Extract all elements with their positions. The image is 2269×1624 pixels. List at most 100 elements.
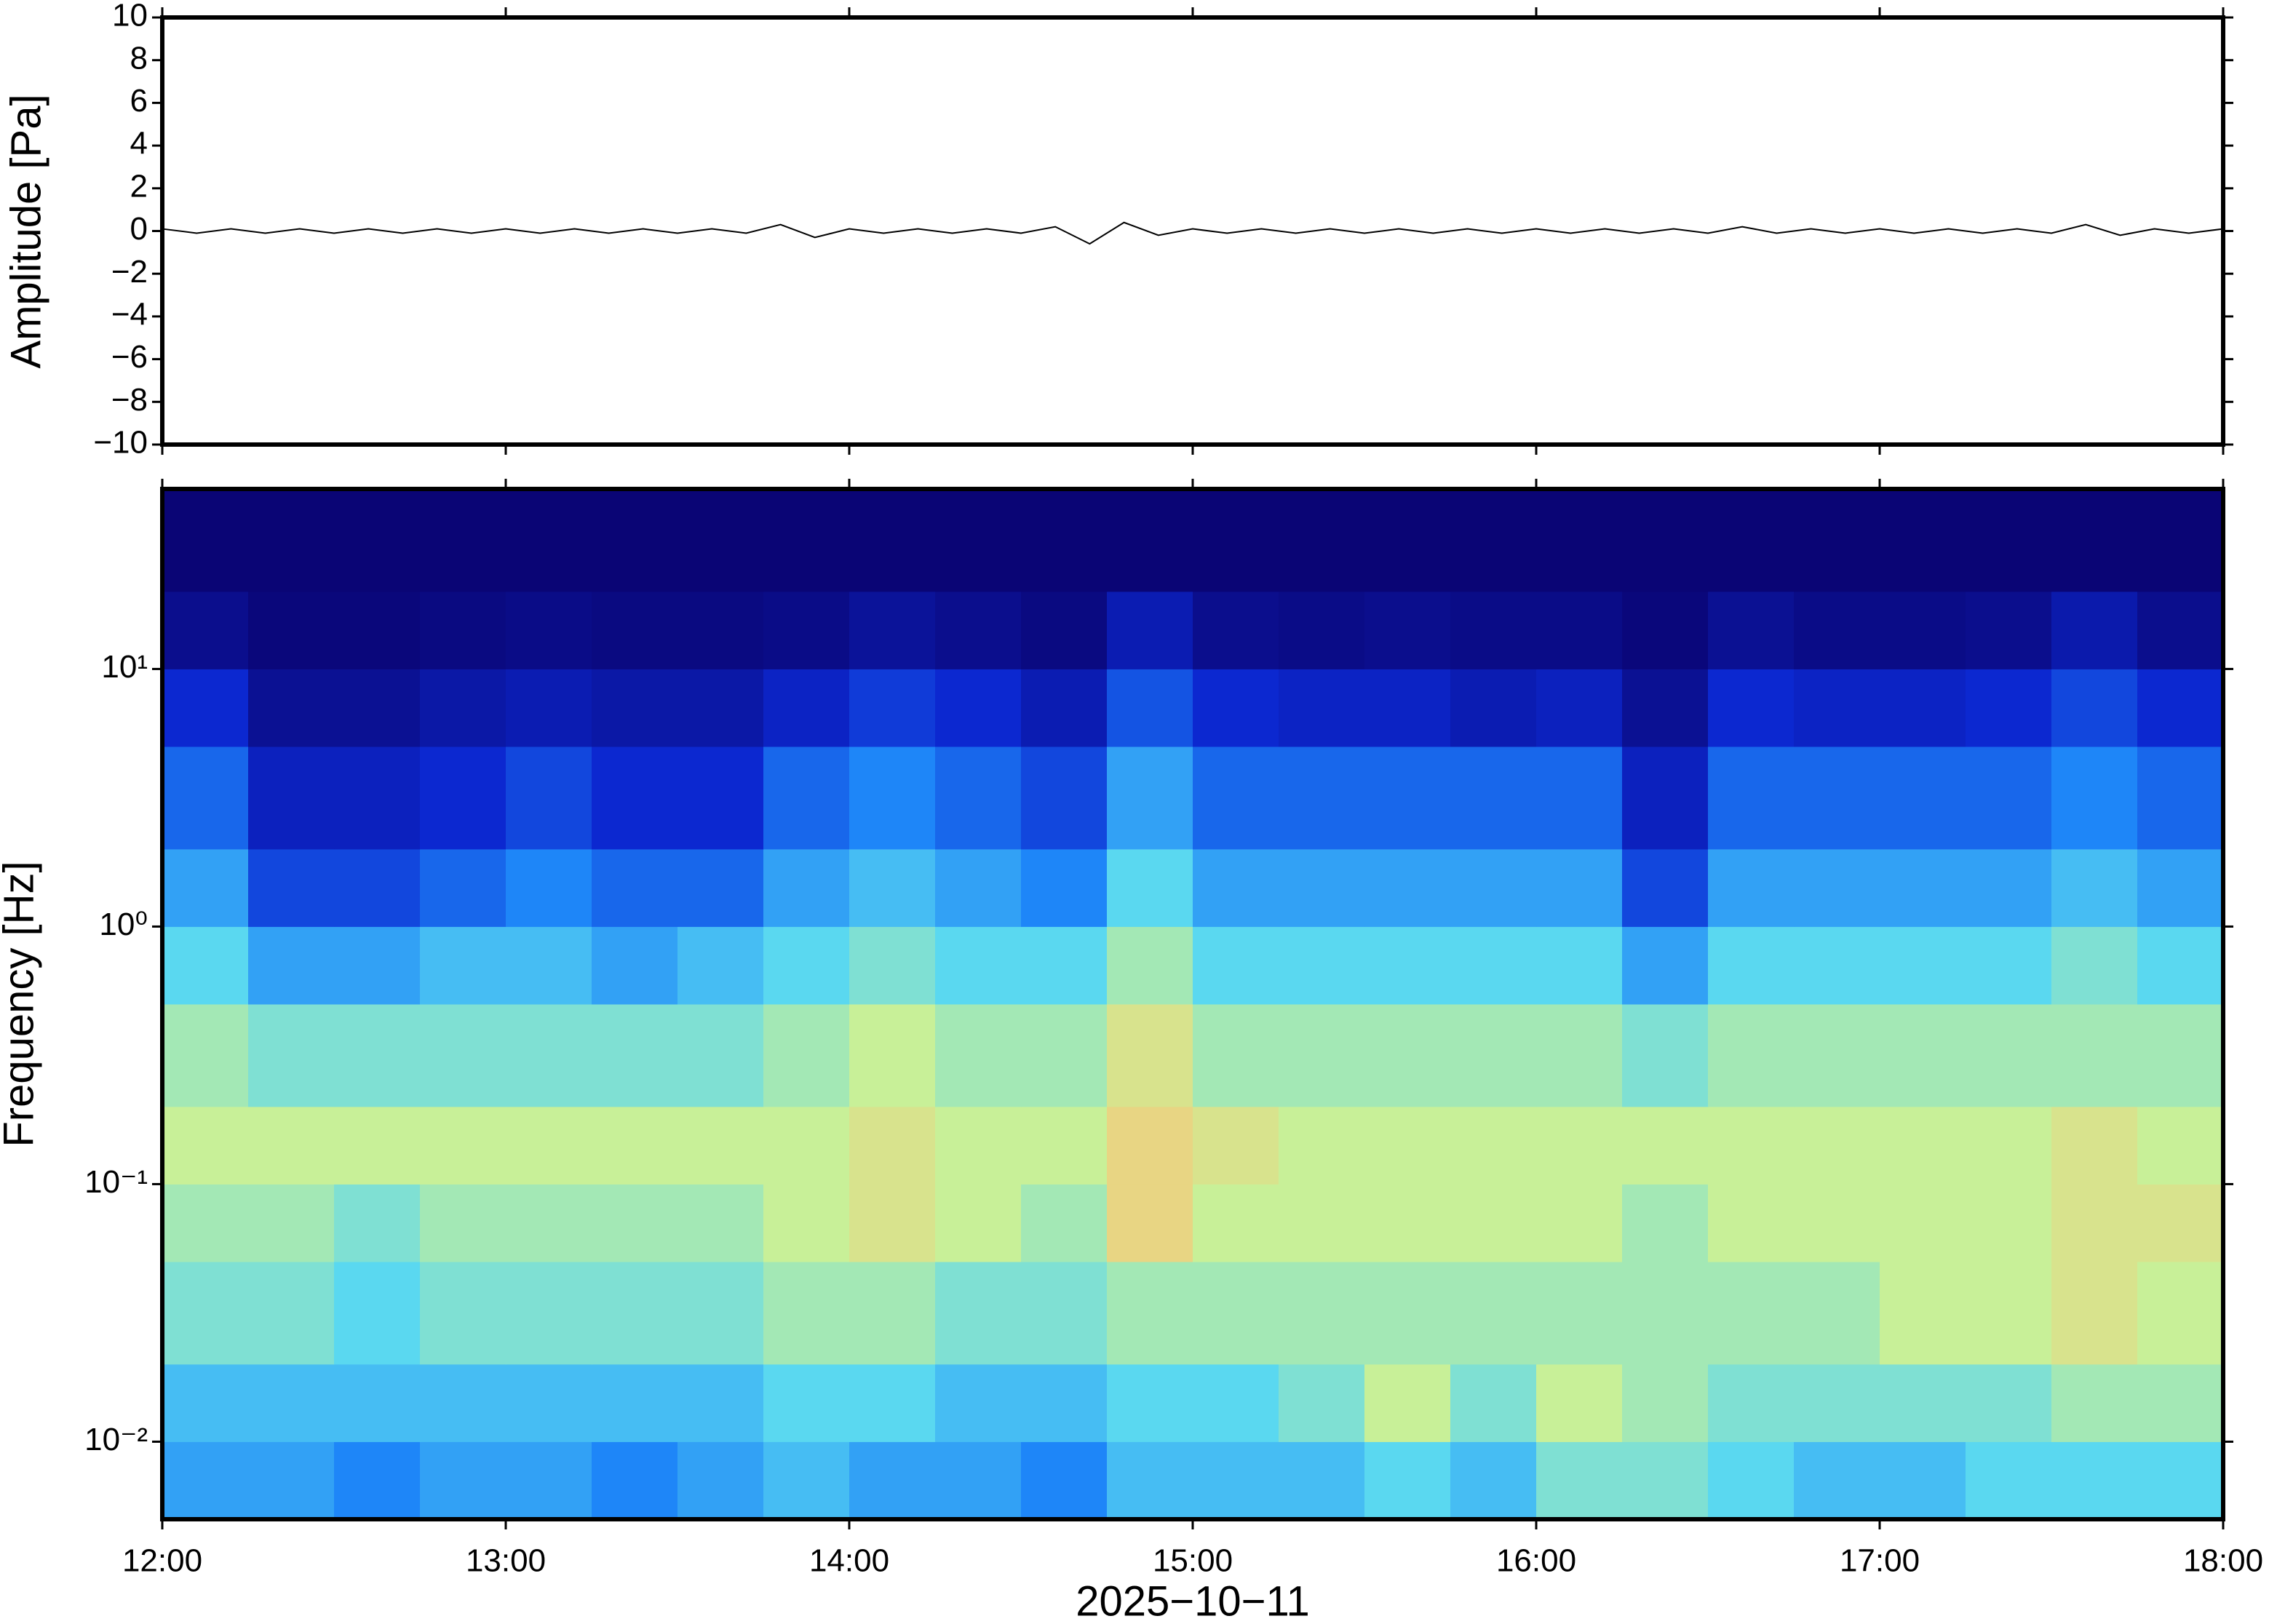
- cell: [1021, 591, 1108, 669]
- cell: [1966, 1364, 2052, 1442]
- cell: [2137, 747, 2224, 850]
- y-tick-label: 10⁻¹: [84, 1164, 148, 1200]
- cell: [1708, 1106, 1795, 1185]
- cell: [2051, 669, 2138, 747]
- cell: [1193, 926, 1279, 1005]
- cell: [1794, 591, 1880, 669]
- cell: [849, 489, 936, 592]
- cell: [1021, 848, 1108, 927]
- cell: [1279, 1441, 1365, 1520]
- cell: [162, 1004, 249, 1107]
- y-axis-label: Amplitude [Pa]: [2, 94, 49, 368]
- cell: [935, 1262, 1022, 1365]
- cell: [1708, 1184, 1795, 1262]
- cell: [677, 1106, 764, 1185]
- cell: [1279, 1106, 1365, 1185]
- cell: [334, 1364, 421, 1442]
- cell: [1622, 1106, 1709, 1185]
- cell: [763, 848, 850, 927]
- cell: [248, 489, 335, 592]
- cell: [1450, 1364, 1537, 1442]
- cell: [1107, 1184, 1193, 1262]
- cell: [1364, 1184, 1451, 1262]
- cell: [1107, 747, 1193, 850]
- spectrogram: [162, 489, 2224, 1520]
- y-tick-label: −6: [111, 339, 148, 375]
- cell: [1794, 1441, 1880, 1520]
- cell: [592, 1184, 678, 1262]
- x-tick-label: 12:00: [122, 1543, 202, 1579]
- cell: [248, 669, 335, 747]
- cell: [1794, 669, 1880, 747]
- y-tick-label: −10: [93, 425, 148, 461]
- cell: [1966, 591, 2052, 669]
- cell: [1107, 1364, 1193, 1442]
- cell: [1364, 1364, 1451, 1442]
- cell: [1794, 848, 1880, 927]
- y-tick-label: 2: [130, 168, 148, 204]
- cell: [1794, 1004, 1880, 1107]
- cell: [1536, 1004, 1623, 1107]
- cell: [1708, 1004, 1795, 1107]
- y-tick-label: 8: [130, 40, 148, 76]
- x-tick-label: 16:00: [1496, 1543, 1576, 1579]
- cell: [2051, 1106, 2138, 1185]
- cell: [677, 1004, 764, 1107]
- cell: [248, 848, 335, 927]
- cell: [1536, 591, 1623, 669]
- cell: [1708, 1262, 1795, 1365]
- cell: [592, 747, 678, 850]
- cell: [1193, 1262, 1279, 1365]
- cell: [763, 1004, 850, 1107]
- cell: [1107, 489, 1193, 592]
- cell: [1021, 926, 1108, 1005]
- cell: [420, 669, 506, 747]
- cell: [248, 926, 335, 1005]
- x-tick-label: 17:00: [1840, 1543, 1920, 1579]
- cell: [763, 1106, 850, 1185]
- cell: [677, 591, 764, 669]
- cell: [1450, 1184, 1537, 1262]
- cell: [420, 848, 506, 927]
- cell: [592, 1441, 678, 1520]
- cell: [1021, 1184, 1108, 1262]
- cell: [334, 926, 421, 1005]
- cell: [1536, 1262, 1623, 1365]
- cell: [1107, 591, 1193, 669]
- cell: [592, 591, 678, 669]
- cell: [1279, 848, 1365, 927]
- cell: [1364, 926, 1451, 1005]
- cell: [677, 1441, 764, 1520]
- cell: [1708, 848, 1795, 927]
- cell: [592, 1262, 678, 1365]
- cell: [1966, 926, 2052, 1005]
- cell: [763, 669, 850, 747]
- cell: [1364, 669, 1451, 747]
- cell: [1708, 1441, 1795, 1520]
- cell: [1279, 489, 1365, 592]
- cell: [1450, 747, 1537, 850]
- cell: [1966, 1106, 2052, 1185]
- cell: [592, 1004, 678, 1107]
- cell: [1450, 926, 1537, 1005]
- cell: [849, 1004, 936, 1107]
- cell: [248, 1106, 335, 1185]
- cell: [1536, 669, 1623, 747]
- cell: [1193, 1184, 1279, 1262]
- cell: [677, 1262, 764, 1365]
- cell: [2051, 926, 2138, 1005]
- cell: [1536, 1184, 1623, 1262]
- cell: [420, 591, 506, 669]
- cell: [1021, 1262, 1108, 1365]
- cell: [849, 926, 936, 1005]
- cell: [2051, 591, 2138, 669]
- cell: [1880, 1184, 1966, 1262]
- cell: [2051, 1184, 2138, 1262]
- cell: [506, 1441, 592, 1520]
- cell: [1708, 669, 1795, 747]
- cell: [248, 1004, 335, 1107]
- cell: [334, 489, 421, 592]
- cell: [2051, 1441, 2138, 1520]
- cell: [420, 1004, 506, 1107]
- x-tick-label: 15:00: [1153, 1543, 1233, 1579]
